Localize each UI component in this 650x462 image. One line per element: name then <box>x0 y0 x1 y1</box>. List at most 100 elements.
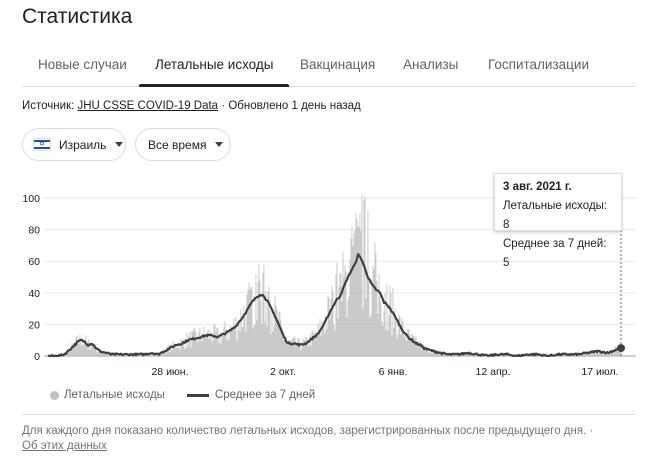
x-tick-label: 17 июл. <box>581 366 618 378</box>
daily-bar <box>248 282 250 356</box>
daily-bar <box>603 354 605 356</box>
source-line: Источник: JHU CSSE COVID-19 Data · Обнов… <box>22 100 361 112</box>
tab-new-cases[interactable]: Новые случаи <box>38 57 127 72</box>
daily-bar <box>504 355 506 356</box>
source-prefix: Источник: <box>22 100 78 112</box>
y-tick-label: 100 <box>22 193 40 205</box>
daily-bar <box>369 317 371 356</box>
source-link[interactable]: JHU CSSE COVID-19 Data <box>77 100 219 112</box>
daily-bar <box>198 331 200 356</box>
tab-deaths[interactable]: Летальные исходы <box>155 57 274 72</box>
daily-bar <box>301 346 303 356</box>
daily-bar <box>443 352 445 356</box>
daily-bar <box>139 354 141 356</box>
daily-bar <box>164 350 166 356</box>
daily-bar <box>150 353 152 356</box>
daily-bar <box>361 194 363 356</box>
daily-bar <box>94 349 96 356</box>
daily-bar <box>383 310 385 356</box>
daily-bar <box>161 352 163 356</box>
daily-bar <box>315 334 317 356</box>
daily-bar <box>254 324 256 356</box>
daily-bar <box>299 346 301 356</box>
daily-bar <box>290 341 292 356</box>
daily-bar <box>246 294 248 356</box>
daily-bar <box>388 316 390 356</box>
daily-bar <box>235 316 237 356</box>
daily-bar <box>409 334 411 356</box>
daily-bar <box>209 329 211 356</box>
daily-bar <box>193 328 195 356</box>
daily-bar <box>91 342 93 356</box>
deaths-chart[interactable]: 0 20 40 60 80 100 28 июн. 2 окт. 6 янв. 12 апр. 1… <box>0 170 650 382</box>
daily-bar <box>319 319 321 356</box>
daily-bar <box>581 354 583 356</box>
tab-tests[interactable]: Анализы <box>403 57 459 72</box>
daily-bar <box>263 265 265 356</box>
daily-bar <box>95 344 97 356</box>
daily-bar <box>211 342 213 356</box>
daily-bar <box>316 335 318 356</box>
daily-bar <box>87 341 89 356</box>
daily-bar <box>402 320 404 356</box>
daily-bar <box>333 324 335 356</box>
daily-bar <box>308 345 310 356</box>
daily-bar <box>393 327 395 356</box>
daily-bar <box>227 332 229 356</box>
daily-bar <box>416 340 418 356</box>
daily-bar <box>392 288 394 356</box>
country-dropdown[interactable]: ✡ Израиль <box>22 128 126 161</box>
daily-bar <box>355 213 357 356</box>
daily-bar <box>76 336 78 356</box>
daily-bar <box>210 336 212 356</box>
daily-bar <box>397 333 399 356</box>
daily-bar <box>364 196 366 356</box>
daily-bar <box>375 252 377 356</box>
x-tick-label: 12 апр. <box>476 366 511 378</box>
daily-bar <box>74 343 76 356</box>
daily-bar <box>99 350 101 356</box>
daily-bar <box>273 325 275 356</box>
daily-bar <box>231 326 233 356</box>
daily-bar <box>321 320 323 356</box>
daily-bar <box>251 287 253 356</box>
daily-bar <box>444 353 446 356</box>
daily-bar <box>298 338 300 356</box>
daily-bar <box>395 320 397 356</box>
daily-bar <box>558 355 560 356</box>
daily-bar <box>205 338 207 356</box>
daily-bar <box>169 352 171 356</box>
daily-bar <box>617 347 619 356</box>
daily-bar <box>195 332 197 356</box>
daily-bar <box>428 352 430 356</box>
daily-bar <box>325 315 327 356</box>
daily-bar <box>430 352 432 356</box>
daily-bar <box>64 354 66 356</box>
daily-bar <box>218 342 220 356</box>
daily-bar <box>90 346 92 356</box>
daily-bar <box>261 324 263 356</box>
tab-hospitalizations[interactable]: Госпитализации <box>488 57 589 72</box>
daily-bar <box>202 337 204 356</box>
daily-bar <box>358 227 360 356</box>
daily-bar <box>182 339 184 356</box>
daily-bar <box>574 355 576 356</box>
daily-bar <box>384 293 386 356</box>
daily-bar <box>424 345 426 356</box>
about-data-link[interactable]: Об этих данных <box>22 440 107 452</box>
tab-vaccination[interactable]: Вакцинация <box>300 57 376 72</box>
israel-flag-icon: ✡ <box>33 138 51 151</box>
daily-bar <box>412 335 414 356</box>
daily-bar <box>229 325 231 356</box>
daily-bar <box>236 340 238 356</box>
daily-bar <box>96 352 98 356</box>
daily-bar <box>323 327 325 356</box>
daily-bar <box>398 313 400 356</box>
daily-bar <box>389 285 391 356</box>
daily-bar <box>68 348 70 356</box>
daily-bar <box>233 318 235 356</box>
daily-bar <box>278 311 280 356</box>
time-range-dropdown[interactable]: Все время <box>135 128 231 161</box>
daily-bar <box>200 338 202 356</box>
daily-bar <box>438 353 440 356</box>
